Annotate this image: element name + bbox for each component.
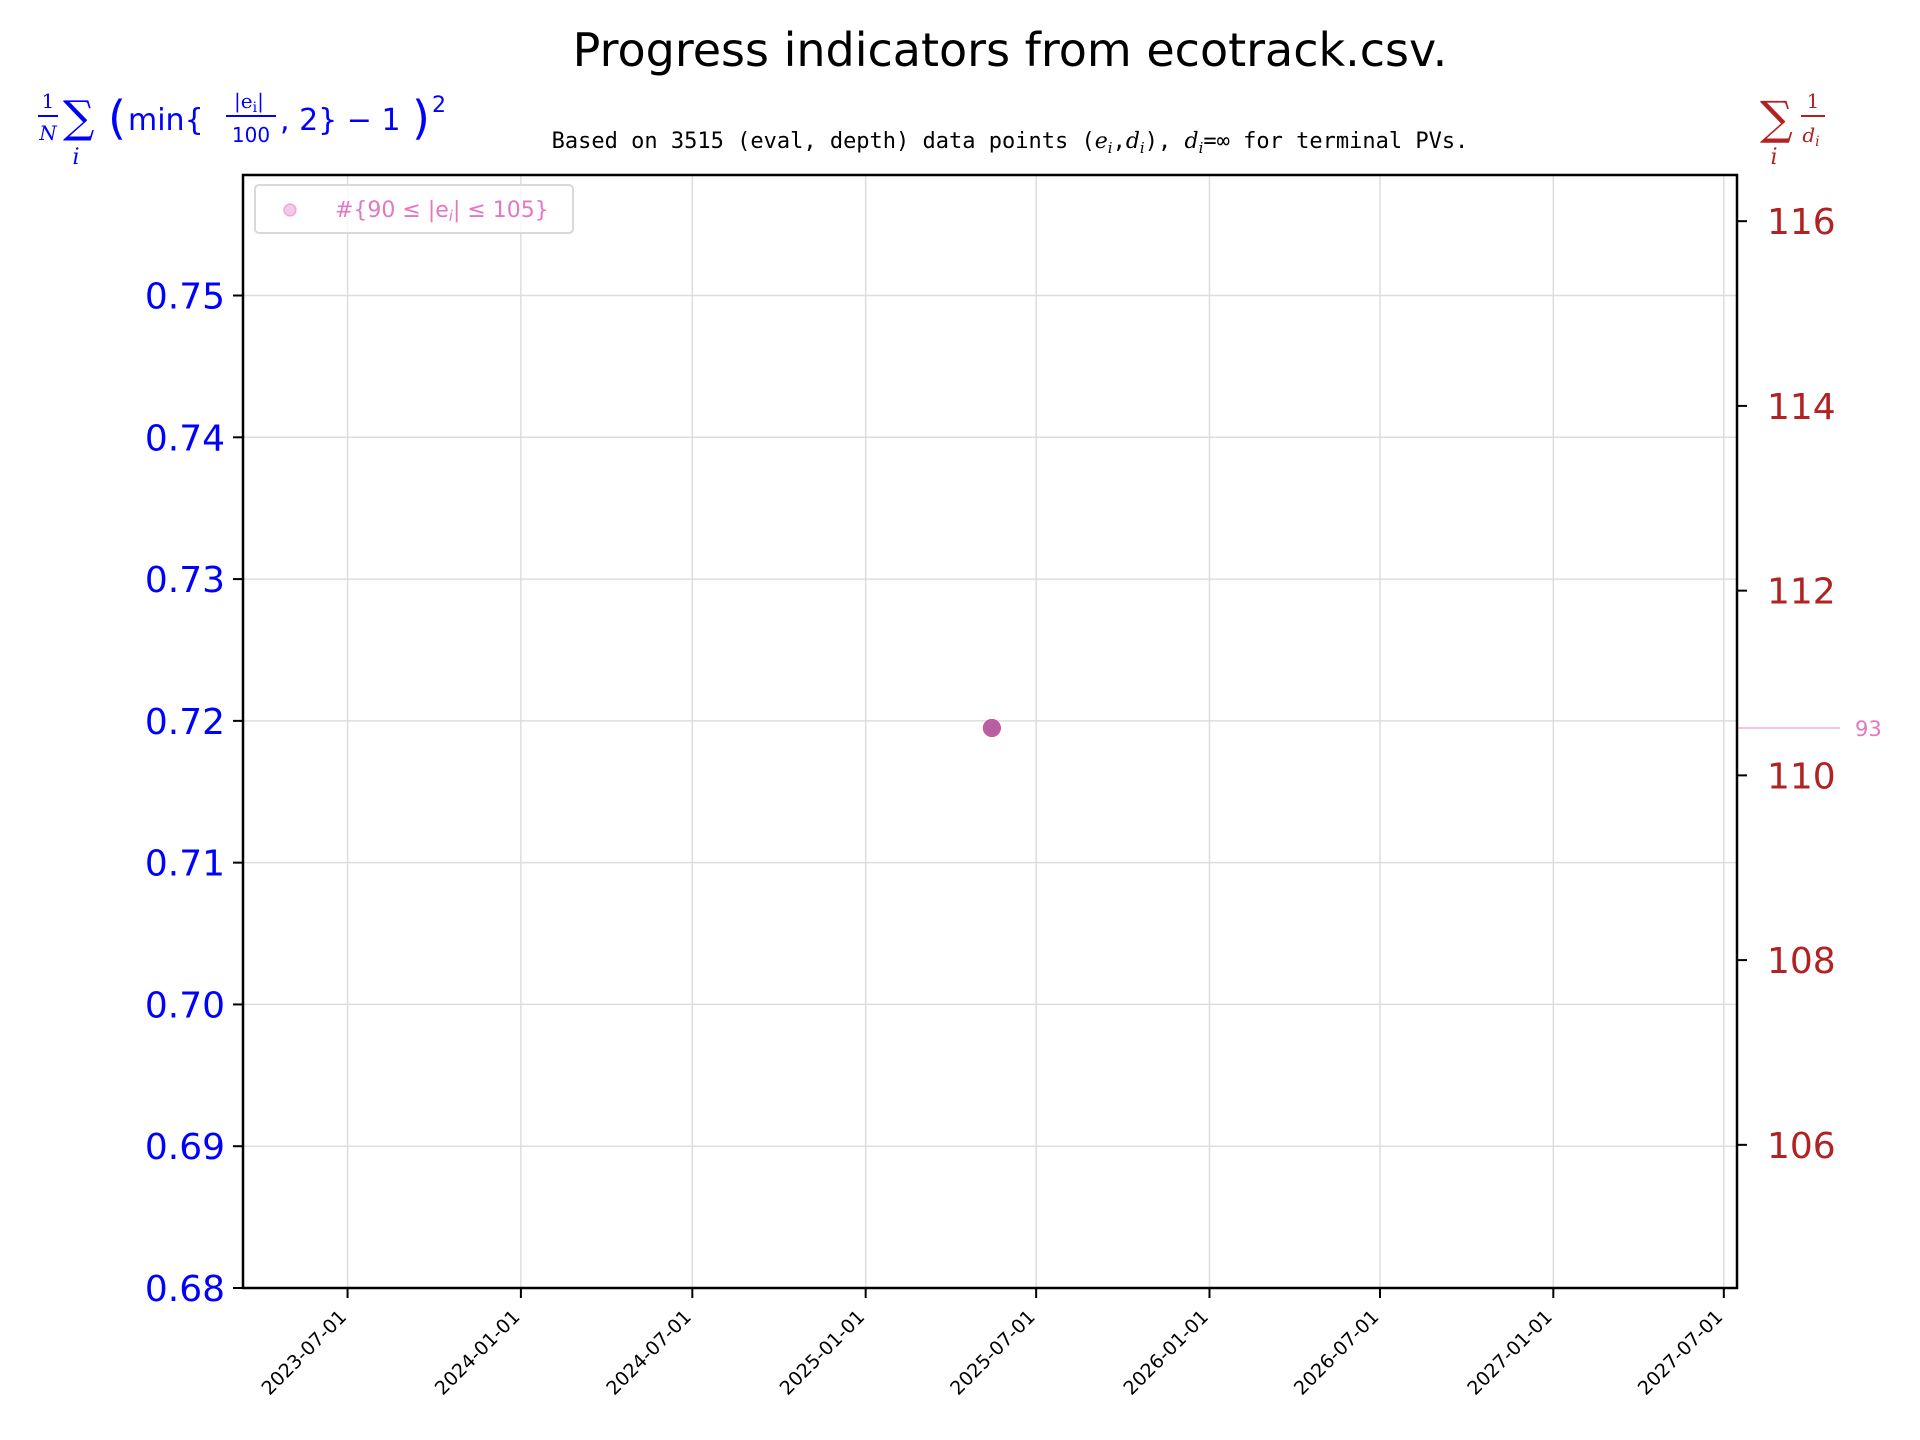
subtitle-suffix: for terminal PVs. xyxy=(1230,129,1468,154)
subtitle-i2: i xyxy=(1140,139,1145,157)
left-label-abs-e: |ei| xyxy=(234,89,264,116)
left-tick-label: 0.70 xyxy=(145,985,225,1026)
right-label-d: di xyxy=(1802,123,1819,150)
left-label-abs-e-close: | xyxy=(257,89,264,114)
right-tick-label: 114 xyxy=(1767,387,1836,428)
left-tick-label: 0.75 xyxy=(145,277,225,318)
right-tick-label: 116 xyxy=(1767,202,1836,243)
subtitle-i3: i xyxy=(1199,139,1204,157)
left-tick-label: 0.68 xyxy=(145,1269,225,1310)
left-label-rest: , 2} − 1 xyxy=(280,103,401,138)
subtitle-close: ), xyxy=(1145,129,1185,154)
left-label-N: N xyxy=(38,121,58,145)
subtitle-d2: d xyxy=(1184,129,1198,154)
left-axis-label: 1 N ∑ i ( min{ |ei| 100 , 2} − 1 ) 2 xyxy=(38,89,446,170)
left-tick-label: 0.74 xyxy=(145,418,225,459)
left-label-rparen: ) xyxy=(412,91,430,145)
plot-frame xyxy=(241,173,1739,1290)
right-label-d-base: d xyxy=(1802,123,1815,147)
left-label-abs-e-open: |e xyxy=(234,89,253,114)
left-label-lparen: ( xyxy=(108,91,126,145)
right-label-sigma: ∑ xyxy=(1760,91,1793,145)
right-label-i: i xyxy=(1770,145,1777,170)
subtitle-d1: d xyxy=(1126,129,1140,154)
right-axis-label: ∑ i 1 di xyxy=(1760,89,1825,170)
count-series-point xyxy=(982,718,1001,737)
legend-label-open: #{90 ≤ |e xyxy=(335,198,449,223)
legend-label-close: | ≤ 105} xyxy=(453,198,549,223)
right-label-d-sub: i xyxy=(1815,134,1819,150)
right-tick-label: 108 xyxy=(1767,941,1836,982)
subtitle-comma: , xyxy=(1113,129,1126,154)
left-label-sq: 2 xyxy=(432,93,446,118)
left-tick-label: 0.73 xyxy=(145,560,225,601)
right-tick-label: 106 xyxy=(1767,1126,1836,1167)
left-tick-label: 0.72 xyxy=(145,702,225,743)
left-axis: 0.68 0.69 0.70 0.71 0.72 0.73 0.74 0.75 xyxy=(145,277,243,1310)
left-label-hundred: 100 xyxy=(232,123,270,147)
left-tick-label: 0.69 xyxy=(145,1127,225,1168)
right-axis: 106 108 110 112 114 116 xyxy=(1737,202,1836,1167)
left-label-sigma: ∑ xyxy=(63,92,94,143)
chart-subtitle: Based on 3515 (eval, depth) data points … xyxy=(552,129,1469,157)
right-tick-label: 110 xyxy=(1767,756,1836,797)
left-label-i: i xyxy=(72,145,79,170)
legend-label: #{90 ≤ |ei| ≤ 105} xyxy=(335,198,549,225)
legend-box xyxy=(254,184,574,234)
chart-title: Progress indicators from ecotrack.csv. xyxy=(573,23,1448,77)
legend: #{90 ≤ |ei| ≤ 105} xyxy=(254,184,574,234)
left-label-min: min{ xyxy=(128,103,204,138)
subtitle-prefix: Based on 3515 (eval, depth) data points … xyxy=(552,129,1095,154)
left-tick-label: 0.71 xyxy=(145,844,225,885)
subtitle-i1: i xyxy=(1108,139,1113,157)
right-tick-label: 112 xyxy=(1767,572,1836,613)
left-label-abs-e-sub: i xyxy=(253,100,258,116)
right-label-one: 1 xyxy=(1807,89,1820,113)
subtitle-e: e xyxy=(1095,129,1108,154)
annotation-label: 93 xyxy=(1855,717,1882,741)
legend-label-sub: i xyxy=(449,207,454,225)
left-label-one: 1 xyxy=(42,89,55,113)
data-marks: 93 xyxy=(982,717,1882,741)
legend-marker xyxy=(283,203,297,217)
subtitle-eq-inf: =∞ xyxy=(1203,129,1230,154)
